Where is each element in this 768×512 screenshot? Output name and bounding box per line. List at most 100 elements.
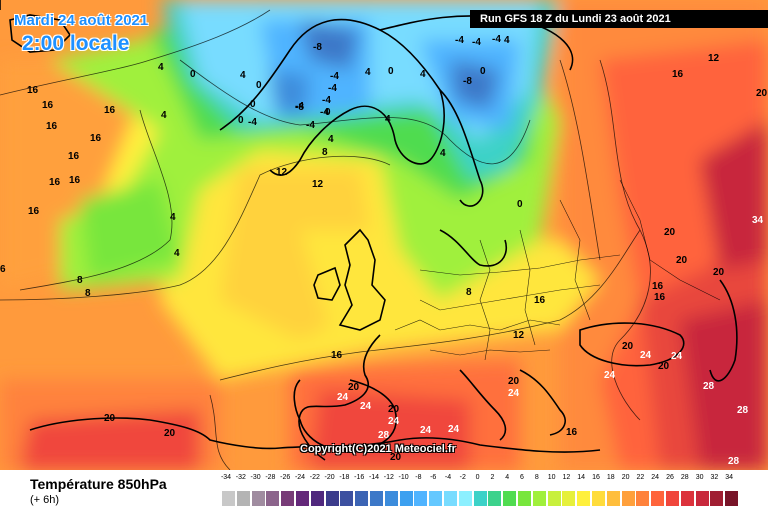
isotherm-label: -4 xyxy=(322,95,331,106)
scale-tick-label: 0 xyxy=(475,474,480,481)
scale-swatch xyxy=(399,491,413,506)
isotherm-label: 4 xyxy=(328,134,334,145)
isotherm-label: 16 xyxy=(654,292,666,303)
isotherm-label: 24 xyxy=(388,416,400,427)
isotherm-label: 20 xyxy=(676,255,688,266)
scale-tick-label: 18 xyxy=(606,474,615,481)
isotherm-label: 8 xyxy=(77,275,83,286)
isotherm-label: 20 xyxy=(508,376,520,387)
scale-tick-label: 12 xyxy=(562,474,571,481)
scale-swatch xyxy=(251,491,265,506)
coastlines xyxy=(0,0,738,461)
isotherm-label: 0 xyxy=(190,69,196,80)
scale-swatch xyxy=(370,491,383,506)
isotherm-label: 0 xyxy=(480,66,486,77)
scale-tick-label: -14 xyxy=(368,474,380,481)
scale-tick-label: 4 xyxy=(505,474,510,481)
scale-swatch xyxy=(606,491,620,506)
scale-tick-label: -12 xyxy=(383,474,394,481)
isotherm-label: 0 xyxy=(388,66,394,77)
scale-swatch xyxy=(310,491,324,506)
isotherm-label: 24 xyxy=(360,401,372,412)
isotherm-label: -8 xyxy=(313,42,322,53)
scale-swatch xyxy=(710,491,724,506)
isotherm-label: 28 xyxy=(737,405,749,416)
scale-swatch xyxy=(222,491,235,506)
scale-swatch xyxy=(296,491,309,506)
scale-tick-label: -30 xyxy=(250,474,261,481)
scale-swatch xyxy=(518,491,531,506)
scale-tick-label: -22 xyxy=(309,474,320,481)
isotherm-label: 16 xyxy=(46,121,58,132)
scale-tick-label: -4 xyxy=(444,474,452,481)
scale-tick-label: 16 xyxy=(592,474,600,481)
isotherm-label: 12 xyxy=(513,330,525,341)
isotherm-label: 0 xyxy=(325,107,331,118)
isotherm-label: 8 xyxy=(322,147,328,158)
scale-tick-label: -28 xyxy=(265,474,276,481)
scale-swatch xyxy=(666,491,679,506)
scale-swatch xyxy=(488,491,502,506)
scale-swatch xyxy=(532,491,546,506)
forecast-date: Mardi 24 août 2021 xyxy=(14,12,149,29)
scale-tick-label: -10 xyxy=(398,474,409,481)
isotherm-label: 28 xyxy=(378,430,390,441)
scale-swatch xyxy=(281,491,295,506)
scale-tick-label: 26 xyxy=(666,474,674,481)
scale-swatch xyxy=(680,491,694,506)
isotherm-label: 4 xyxy=(174,248,180,259)
scale-tick-label: -20 xyxy=(324,474,335,481)
scale-swatch xyxy=(636,491,650,506)
isotherm-label: 0 xyxy=(250,99,256,110)
scale-tick-label: -24 xyxy=(294,474,306,481)
isotherm-label: 6 xyxy=(0,264,6,275)
isotherm-label: 28 xyxy=(703,381,715,392)
isotherm-label: 20 xyxy=(390,452,402,463)
isotherm-label: 4 xyxy=(385,114,391,125)
scale-swatch xyxy=(429,491,443,506)
scale-swatch xyxy=(562,491,576,506)
isotherm-label: -4 xyxy=(492,34,501,45)
scale-swatch xyxy=(444,491,457,506)
isotherm-label: -4 xyxy=(328,83,337,94)
scale-swatch xyxy=(236,491,250,506)
isotherm-label: 16 xyxy=(104,105,116,116)
scale-tick-label: -2 xyxy=(459,474,466,481)
isotherm-label: -4 xyxy=(472,37,481,48)
model-run-info: Run GFS 18 Z du Lundi 23 août 2021 xyxy=(470,10,768,28)
isotherm-label: 12 xyxy=(312,179,324,190)
scale-tick-label: 24 xyxy=(651,474,660,481)
isotherm-label: 24 xyxy=(671,351,683,362)
scale-tick-label: 10 xyxy=(547,474,556,481)
isotherm-label: 16 xyxy=(28,206,40,217)
copyright-notice: Copyright(C)2021 Meteociel.fr xyxy=(300,443,456,455)
color-scale: -34 -32 -30 -28 -26 -24 -22 -20 -18 -16 -14 -12 -10-… xyxy=(221,474,748,510)
isotherm-label: 8 xyxy=(466,287,472,298)
scale-tick-label: -32 xyxy=(235,474,246,481)
isotherm-label: 16 xyxy=(566,427,578,438)
isotherm-label: 16 xyxy=(90,133,102,144)
isotherm-label: -4 xyxy=(248,117,257,128)
isotherm-label: 20 xyxy=(348,382,360,393)
isotherm-label: 0 xyxy=(256,80,262,91)
scale-tick-label: 22 xyxy=(636,474,645,481)
isotherm-label: 24 xyxy=(337,392,349,403)
scale-swatch xyxy=(384,491,398,506)
isotherm-label: 16 xyxy=(652,281,664,292)
scale-tick-label: -8 xyxy=(415,474,422,481)
temp-field xyxy=(0,0,768,470)
isotherm-label: 20 xyxy=(664,227,676,238)
scale-tick-label: 20 xyxy=(621,474,630,481)
isotherm-label: 8 xyxy=(85,288,91,299)
lead-time: (+ 6h) xyxy=(30,494,60,506)
scale-swatch xyxy=(473,491,487,506)
isotherm-label: 4 xyxy=(158,62,164,73)
isotherm-label: 4 xyxy=(240,70,246,81)
legend-footer: Température 850hPa (+ 6h) -34 -32 -30 -28 -2… xyxy=(0,470,768,512)
isotherm-label: 4 xyxy=(365,67,371,78)
borders xyxy=(394,179,721,361)
scale-swatch xyxy=(651,491,665,506)
scale-swatch xyxy=(577,491,591,506)
scale-tick-label: -34 xyxy=(220,474,232,481)
